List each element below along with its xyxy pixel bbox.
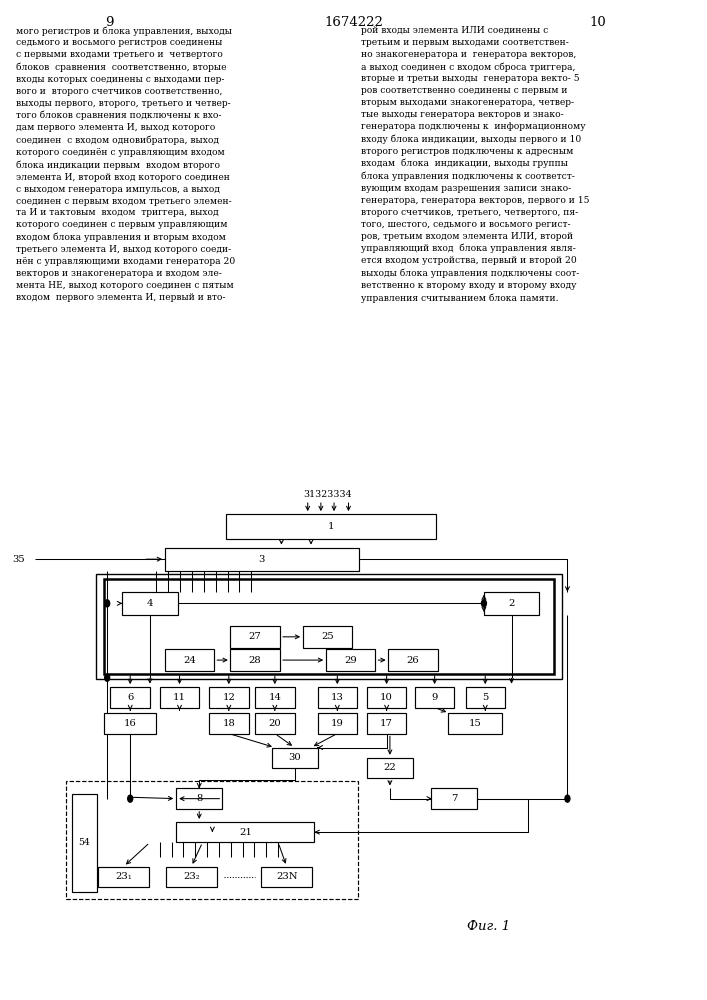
Text: 16: 16 [124,719,136,728]
Text: 29: 29 [344,656,357,665]
Text: 12: 12 [223,693,235,702]
Bar [176,788,222,809]
Text: 23₁: 23₁ [115,872,132,881]
Text: 14: 14 [269,693,281,702]
Text: 23₂: 23₂ [183,872,199,881]
Bar [98,867,149,887]
Text: 3: 3 [259,555,265,564]
Text: 6: 6 [127,693,134,702]
Text: 10: 10 [589,16,606,29]
Text: 20: 20 [269,719,281,728]
Bar [96,574,562,679]
Text: 19: 19 [331,719,344,728]
Bar [255,687,295,708]
Text: 5: 5 [482,693,489,702]
Text: 18: 18 [223,719,235,728]
Text: 21: 21 [239,828,252,837]
Bar [367,713,407,734]
Text: 1: 1 [327,522,334,531]
Bar [388,649,438,671]
Bar [104,713,156,734]
Text: 13: 13 [331,693,344,702]
Text: 8: 8 [196,794,202,803]
Text: 24: 24 [183,656,196,665]
Bar [303,626,352,648]
Bar [317,687,357,708]
Bar [415,687,455,708]
Bar [230,626,280,648]
Bar [66,781,358,899]
Circle shape [565,795,570,802]
Bar [271,748,317,768]
Text: 11: 11 [173,693,186,702]
Bar [165,548,358,571]
Text: 9: 9 [431,693,438,702]
Bar [261,867,312,887]
Bar [209,713,249,734]
Text: 23N: 23N [276,872,298,881]
Text: рой входы элемента ИЛИ соединены с
третьим и первым выходами соответствен-
но зн: рой входы элемента ИЛИ соединены с треть… [361,26,589,303]
Text: 1674222: 1674222 [324,16,383,29]
Circle shape [481,600,486,607]
Text: 54: 54 [78,838,90,847]
Bar [255,713,295,734]
Text: 9: 9 [105,16,114,29]
Bar [367,687,407,708]
Bar [165,867,217,887]
Text: 4: 4 [146,599,153,608]
Bar [326,649,375,671]
Bar [122,592,178,615]
Text: 35: 35 [12,555,25,564]
Text: 31323334: 31323334 [303,490,352,499]
Text: 25: 25 [321,632,334,641]
Text: Фиг. 1: Фиг. 1 [467,920,510,933]
Bar [165,649,214,671]
Bar [230,649,280,671]
Text: 26: 26 [407,656,419,665]
Bar [71,794,97,892]
Text: 7: 7 [451,794,457,803]
Bar [317,713,357,734]
Bar [160,687,199,708]
Text: 30: 30 [288,753,301,762]
Text: 10: 10 [380,693,393,702]
Bar [484,592,539,615]
Circle shape [105,674,110,681]
Text: 17: 17 [380,719,393,728]
Bar [465,687,505,708]
Bar [226,514,436,539]
Bar [367,758,413,778]
Text: 2: 2 [508,599,515,608]
Bar [448,713,503,734]
Text: 27: 27 [249,632,262,641]
Bar [431,788,477,809]
Bar [104,579,554,674]
Bar [176,822,315,842]
Text: 28: 28 [249,656,262,665]
Text: 15: 15 [469,719,482,728]
Circle shape [105,600,110,607]
Text: 22: 22 [383,763,397,772]
Text: мого регистров и блока управления, выходы
седьмого и восьмого регистров соединен: мого регистров и блока управления, выход… [16,26,235,302]
Bar [209,687,249,708]
Bar [110,687,150,708]
Circle shape [128,795,133,802]
